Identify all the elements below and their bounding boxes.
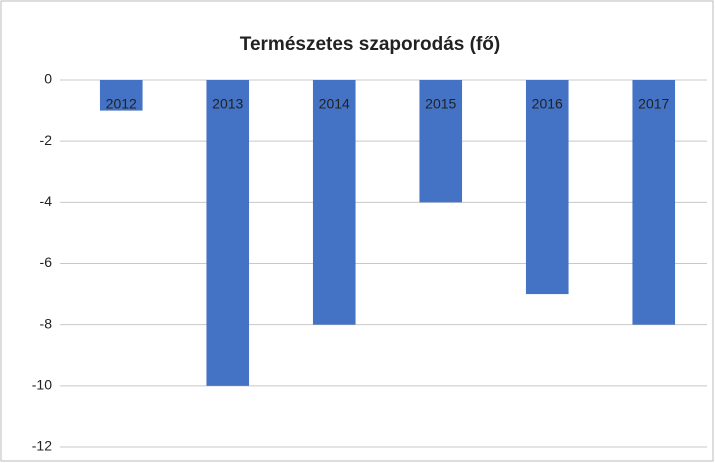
bar	[525, 80, 569, 295]
x-tick-label: 2013	[212, 96, 243, 112]
y-tick-label: 0	[44, 71, 52, 87]
x-tick-label: 2017	[638, 96, 669, 112]
x-tick-label: 2014	[319, 96, 350, 112]
bar	[312, 80, 356, 325]
y-tick-label: -2	[40, 132, 53, 148]
x-tick-label: 2016	[532, 96, 563, 112]
y-tick-label: -8	[40, 315, 53, 331]
x-tick-label: 2015	[425, 96, 456, 112]
bar	[206, 80, 250, 386]
y-tick-label: -6	[40, 254, 53, 270]
bar	[419, 80, 463, 203]
bar	[99, 80, 143, 111]
y-tick-label: -10	[32, 377, 52, 393]
chart-title: Természetes szaporodás (fő)	[240, 34, 500, 55]
bar	[632, 80, 676, 325]
x-tick-label: 2012	[106, 96, 137, 112]
y-tick-label: -4	[40, 193, 53, 209]
y-tick-label: -12	[32, 438, 52, 454]
